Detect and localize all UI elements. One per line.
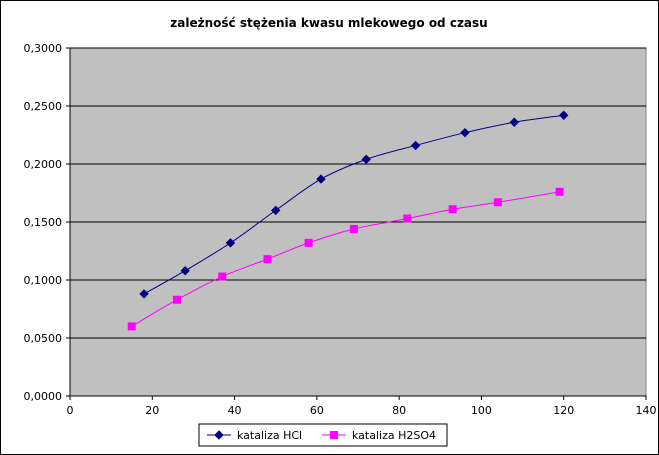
legend-swatch-marker <box>214 430 224 440</box>
data-point <box>493 198 502 207</box>
data-point <box>127 322 136 331</box>
data-point <box>263 255 272 264</box>
data-point <box>361 154 371 165</box>
axes: 0,0000 0,0500 0,1000 0,1500 0,2000 0,2500 0,30… <box>24 42 657 417</box>
data-point <box>410 140 421 151</box>
x-tick-label: 120 <box>553 404 574 417</box>
y-tick-label: 0,0500 <box>24 332 63 345</box>
y-tick-label: 0,3000 <box>24 42 63 55</box>
data-point <box>349 224 358 233</box>
data-point <box>180 266 190 276</box>
series-line <box>143 114 564 295</box>
data-point <box>271 205 281 216</box>
y-tick-label: 0,0000 <box>24 390 63 403</box>
x-tick-label: 80 <box>392 404 406 417</box>
data-point <box>218 272 227 281</box>
x-tick-label: 0 <box>67 404 74 417</box>
y-tick-label: 0,1500 <box>24 216 63 229</box>
legend: kataliza HCl kataliza H2SO4 <box>198 423 448 447</box>
data-point <box>304 238 313 247</box>
y-tick-label: 0,1000 <box>24 274 63 287</box>
data-point <box>559 110 569 120</box>
data-point <box>225 238 236 248</box>
legend-label: kataliza HCl <box>237 429 302 442</box>
data-point <box>139 289 149 299</box>
series-line <box>131 191 560 327</box>
legend-label: kataliza H2SO4 <box>352 429 436 442</box>
legend-swatch-marker <box>330 431 338 439</box>
data-point <box>509 117 520 127</box>
x-tick-label: 140 <box>636 404 657 417</box>
series-1 <box>139 110 569 299</box>
data-point <box>460 127 470 138</box>
data-point <box>403 214 412 223</box>
y-tick-label: 0,2000 <box>24 158 63 171</box>
gridlines <box>70 47 646 339</box>
x-tick-label: 40 <box>228 404 242 417</box>
data-point <box>316 174 326 184</box>
x-tick-label: 100 <box>471 404 492 417</box>
data-point <box>555 187 564 196</box>
y-tick-label: 0,2500 <box>24 100 63 113</box>
x-tick-label: 20 <box>145 404 159 417</box>
series-2 <box>127 187 564 331</box>
data-point <box>448 205 457 214</box>
chart-title: zależność stężenia kwasu mlekowego od cz… <box>170 16 487 30</box>
x-tick-label: 60 <box>310 404 324 417</box>
series-group <box>127 110 569 331</box>
data-point <box>172 295 181 304</box>
